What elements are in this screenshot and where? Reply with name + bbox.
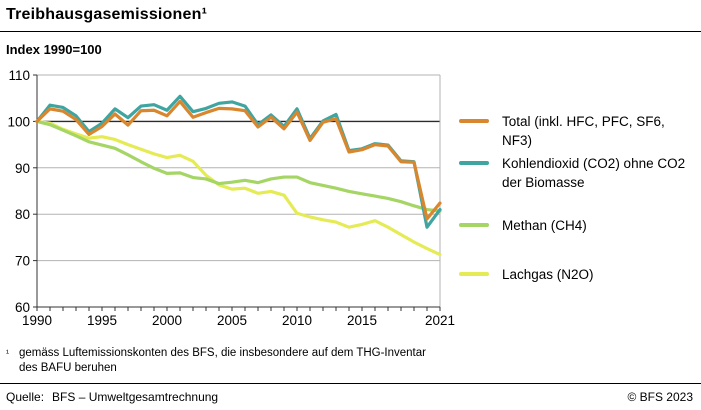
legend-item-lachgas: Lachgas (N2O) <box>459 265 701 284</box>
svg-text:1995: 1995 <box>87 313 117 328</box>
title-divider <box>0 31 701 32</box>
legend-item-co2: Kohlendioxid (CO2) ohne CO2 der Biomasse <box>459 154 701 192</box>
legend-item-methan: Methan (CH4) <box>459 216 701 235</box>
legend-label-total: Total (inkl. HFC, PFC, SF6, NF3) <box>502 114 665 148</box>
co2-line-swatch <box>459 161 489 165</box>
footnote: ¹ gemäss Luftemissionskonten des BFS, die… <box>6 346 426 376</box>
footnote-marker: ¹ <box>6 348 9 358</box>
footnote-text: gemäss Luftemissionskonten des BFS, die … <box>19 347 426 374</box>
svg-text:2015: 2015 <box>347 313 377 328</box>
svg-text:100: 100 <box>7 114 30 129</box>
legend-item-total: Total (inkl. HFC, PFC, SF6, NF3) <box>459 112 701 150</box>
source-line: Quelle: BFS – Umweltgesamtrechnung <box>6 390 218 404</box>
svg-text:2021: 2021 <box>425 313 455 328</box>
source-value: BFS – Umweltgesamtrechnung <box>52 390 219 404</box>
copyright: © BFS 2023 <box>627 390 693 404</box>
svg-text:110: 110 <box>8 68 30 83</box>
total-line-swatch <box>459 119 489 123</box>
methan-line-swatch <box>459 223 489 227</box>
svg-text:2010: 2010 <box>282 313 312 328</box>
source-label: Quelle: <box>6 390 45 404</box>
chart-subtitle: Index 1990=100 <box>6 42 102 57</box>
legend-label-co2: Kohlendioxid (CO2) ohne CO2 der Biomasse <box>502 156 686 190</box>
svg-text:80: 80 <box>15 207 30 222</box>
page-title: Treibhausgasemissionen¹ <box>6 6 208 23</box>
svg-text:1990: 1990 <box>22 313 52 328</box>
legend-label-methan: Methan (CH4) <box>502 218 587 233</box>
lachgas-line-swatch <box>459 272 489 276</box>
chart-legend: Total (inkl. HFC, PFC, SF6, NF3) Kohlend… <box>459 112 701 284</box>
line-chart: 60 70 80 90 100 110 1990 1995 2000 2005 2010 2015 20… <box>7 68 455 328</box>
legend-label-lachgas: Lachgas (N2O) <box>502 267 594 282</box>
svg-text:60: 60 <box>15 300 30 315</box>
footer-divider <box>0 383 701 384</box>
svg-text:70: 70 <box>15 254 30 269</box>
svg-text:2000: 2000 <box>152 313 182 328</box>
svg-text:2005: 2005 <box>217 313 247 328</box>
svg-text:90: 90 <box>15 161 30 176</box>
